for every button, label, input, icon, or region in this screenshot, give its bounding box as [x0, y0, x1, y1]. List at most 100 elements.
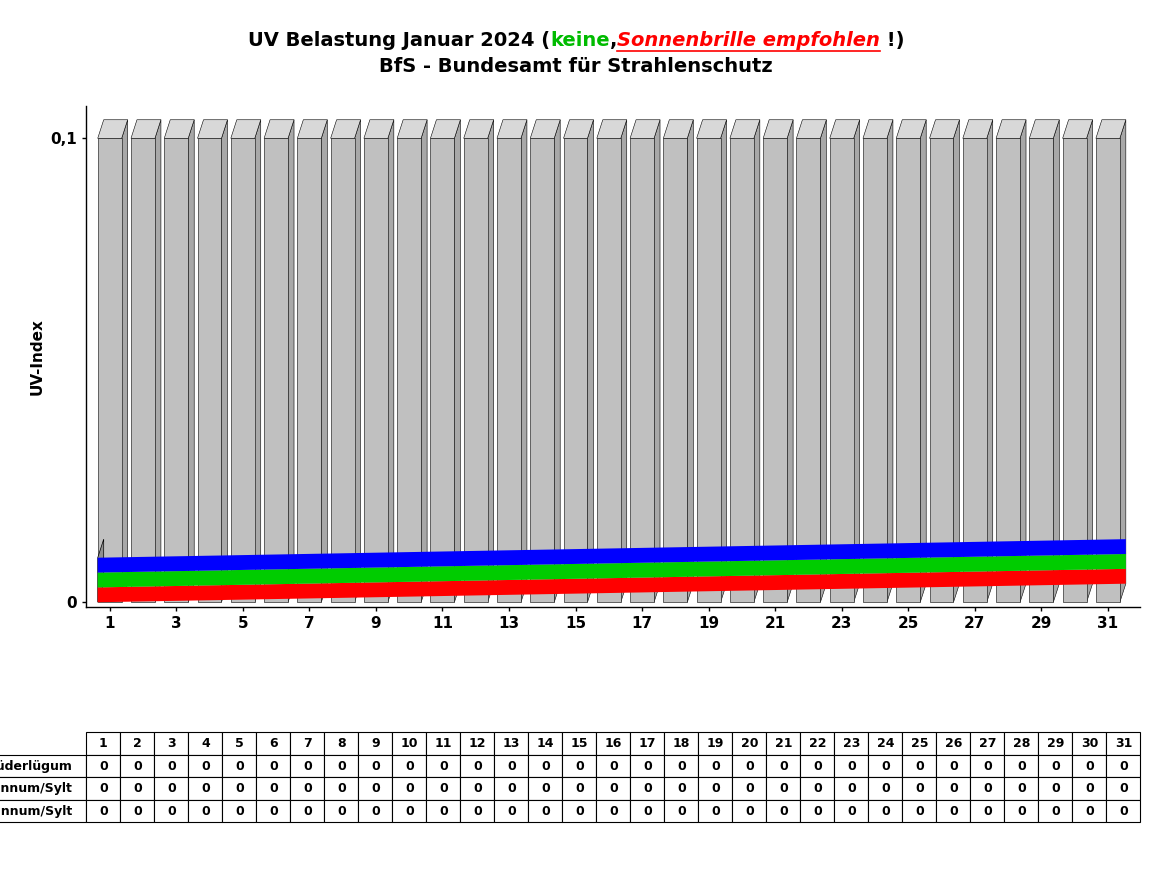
Polygon shape [230, 120, 260, 138]
Text: Sonnenbrille empfohlen: Sonnenbrille empfohlen [616, 31, 880, 50]
Polygon shape [197, 120, 227, 138]
Polygon shape [454, 120, 461, 602]
Text: !): !) [880, 31, 904, 50]
Bar [331, 138, 355, 602]
Polygon shape [487, 120, 494, 602]
Polygon shape [763, 120, 793, 138]
Polygon shape [98, 539, 1126, 572]
Polygon shape [464, 120, 494, 138]
Polygon shape [796, 120, 826, 138]
Polygon shape [122, 120, 128, 602]
Polygon shape [688, 120, 694, 602]
Polygon shape [820, 120, 826, 602]
Text: ,: , [609, 31, 616, 50]
Polygon shape [355, 120, 361, 602]
Polygon shape [321, 120, 327, 602]
Text: UV Belastung Januar 2024 (: UV Belastung Januar 2024 ( [248, 31, 550, 50]
Bar [896, 138, 920, 602]
Polygon shape [154, 120, 161, 602]
Bar [297, 138, 321, 602]
Polygon shape [497, 120, 526, 138]
Bar [530, 138, 554, 602]
Polygon shape [896, 120, 926, 138]
Polygon shape [787, 120, 793, 602]
Polygon shape [697, 120, 727, 138]
Polygon shape [165, 120, 195, 138]
Bar [364, 138, 388, 602]
Polygon shape [854, 120, 859, 602]
Polygon shape [654, 120, 660, 602]
Bar [397, 138, 422, 602]
Polygon shape [829, 120, 859, 138]
Polygon shape [554, 120, 560, 602]
Polygon shape [963, 120, 993, 138]
Bar [464, 138, 487, 602]
Polygon shape [597, 120, 627, 138]
Bar [497, 138, 521, 602]
Polygon shape [131, 120, 161, 138]
Polygon shape [530, 120, 560, 138]
Polygon shape [664, 120, 694, 138]
Polygon shape [863, 120, 893, 138]
Bar [930, 138, 954, 602]
Polygon shape [987, 120, 993, 602]
Bar [197, 138, 221, 602]
Polygon shape [1030, 120, 1060, 138]
Bar [165, 138, 188, 602]
Bar [563, 138, 588, 602]
Text: BfS - Bundesamt für Strahlenschutz: BfS - Bundesamt für Strahlenschutz [379, 57, 773, 77]
Text: keine: keine [550, 31, 609, 50]
Polygon shape [297, 120, 327, 138]
Polygon shape [630, 120, 660, 138]
Bar [763, 138, 787, 602]
Polygon shape [621, 120, 627, 602]
Polygon shape [920, 120, 926, 602]
Polygon shape [364, 120, 394, 138]
Bar [1062, 138, 1086, 602]
Polygon shape [588, 120, 593, 602]
Polygon shape [264, 120, 294, 138]
Polygon shape [1086, 120, 1092, 602]
Polygon shape [1096, 120, 1126, 138]
Bar [1030, 138, 1053, 602]
Polygon shape [1062, 120, 1092, 138]
Polygon shape [521, 120, 526, 602]
Polygon shape [397, 120, 427, 138]
Polygon shape [221, 120, 227, 602]
Polygon shape [188, 120, 195, 602]
Bar [697, 138, 721, 602]
Polygon shape [721, 120, 727, 602]
Bar [431, 138, 454, 602]
Polygon shape [288, 120, 294, 602]
Polygon shape [98, 569, 1126, 602]
Polygon shape [930, 120, 960, 138]
Polygon shape [887, 120, 893, 602]
Polygon shape [388, 120, 394, 602]
Bar [131, 138, 154, 602]
Polygon shape [563, 120, 593, 138]
Polygon shape [422, 120, 427, 602]
Bar [796, 138, 820, 602]
Bar [264, 138, 288, 602]
Polygon shape [255, 120, 260, 602]
Polygon shape [996, 120, 1026, 138]
Bar [996, 138, 1020, 602]
Bar [230, 138, 255, 602]
Bar [963, 138, 987, 602]
Polygon shape [1020, 120, 1026, 602]
Polygon shape [431, 120, 461, 138]
Bar [829, 138, 854, 602]
Y-axis label: UV-Index: UV-Index [30, 318, 45, 395]
Polygon shape [1120, 120, 1126, 602]
Bar [664, 138, 688, 602]
Polygon shape [954, 120, 960, 602]
Polygon shape [98, 120, 128, 138]
Polygon shape [98, 554, 1126, 587]
Bar [863, 138, 887, 602]
Bar [597, 138, 621, 602]
Polygon shape [1053, 120, 1060, 602]
Bar [730, 138, 753, 602]
Polygon shape [331, 120, 361, 138]
Polygon shape [98, 539, 104, 602]
Bar [630, 138, 654, 602]
